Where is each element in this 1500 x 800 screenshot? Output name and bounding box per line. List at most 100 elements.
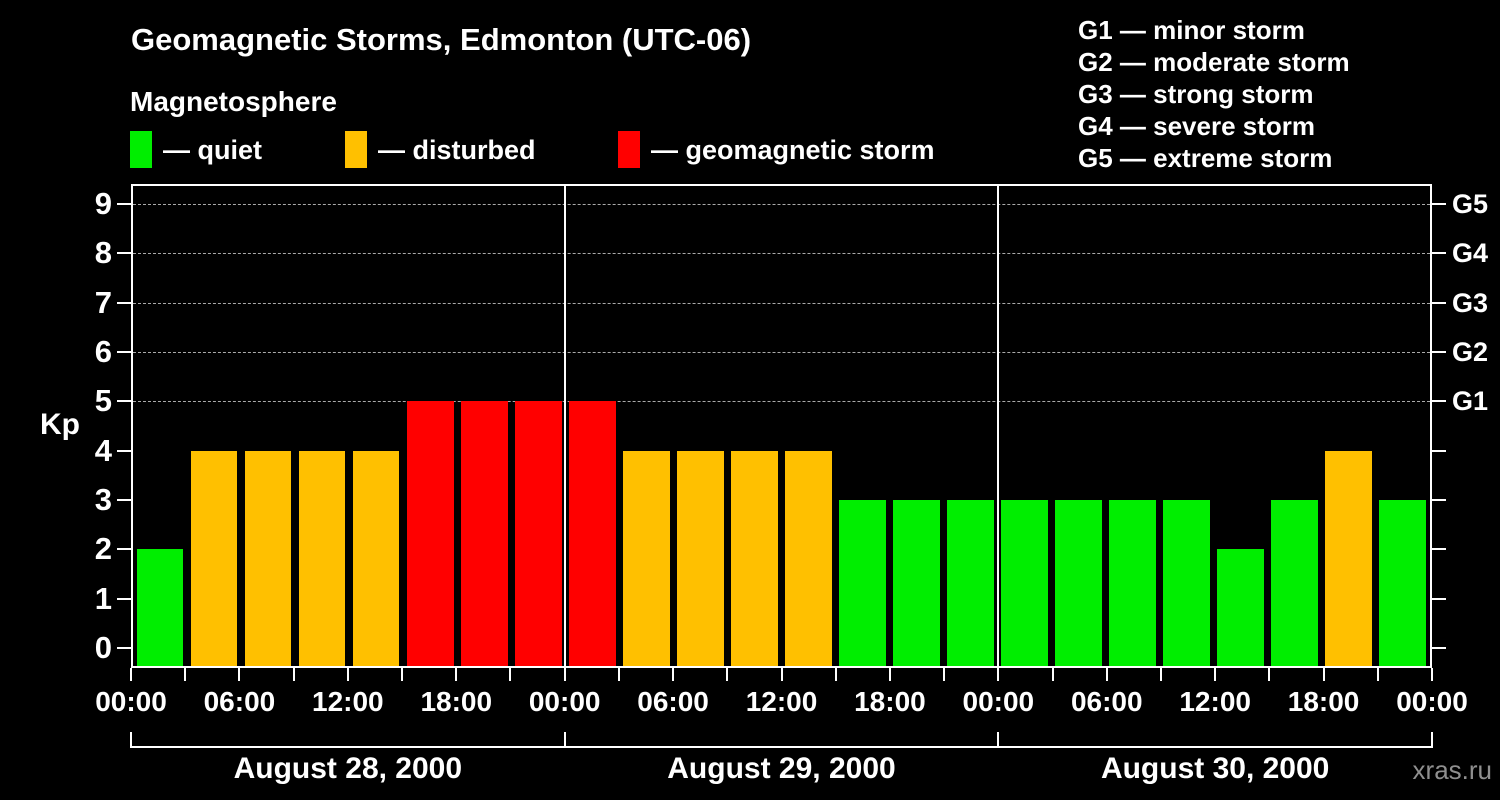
x-axis-tick: [617, 668, 620, 681]
x-axis-tick: [1051, 668, 1054, 681]
right-axis-tick: [1432, 350, 1446, 353]
y-axis-label: 0: [94, 630, 112, 666]
x-axis-tick: [888, 668, 891, 681]
x-axis-tick: [726, 668, 729, 681]
x-axis-label: 18:00: [1287, 686, 1360, 717]
x-axis-tick: [780, 668, 783, 681]
date-bracket-tick: [130, 732, 132, 748]
right-axis-tick: [1432, 400, 1446, 403]
kp-bar: [676, 450, 724, 666]
x-axis-label: 06:00: [1070, 686, 1143, 717]
y-axis-tick: [117, 202, 131, 205]
x-axis-label: 18:00: [420, 686, 493, 717]
g-scale-legend-line: G1 — minor storm: [1078, 15, 1305, 45]
right-axis-tick: [1432, 499, 1446, 502]
kp-bar: [1109, 500, 1157, 666]
g-scale-legend: G1 — minor storm G2 — moderate storm G3 …: [1078, 14, 1350, 174]
y-axis-label: 5: [94, 383, 112, 419]
kp-bar: [785, 450, 832, 666]
legend-label-storm: — geomagnetic storm: [651, 135, 935, 165]
x-axis-label: 12:00: [312, 686, 384, 717]
kp-bar: [190, 450, 238, 666]
kp-bar: [1055, 500, 1103, 666]
kp-bar: [352, 450, 400, 666]
right-axis-tick: [1432, 548, 1446, 551]
legend-swatch-disturbed: [345, 131, 367, 168]
gridline-kp8: [133, 253, 1430, 255]
x-axis-tick: [1431, 668, 1433, 681]
y-axis-tick: [117, 400, 131, 403]
y-axis-tick: [117, 499, 131, 502]
date-bracket: [998, 746, 1432, 748]
x-axis-tick: [997, 668, 1000, 681]
gridline-kp7: [133, 302, 1430, 304]
y-axis-label: 1: [94, 580, 112, 616]
x-axis-label: 12:00: [1179, 686, 1251, 717]
kp-bar: [136, 549, 184, 666]
g-scale-legend-line: G2 — moderate storm: [1078, 47, 1350, 77]
x-axis-tick: [1214, 668, 1217, 681]
x-axis-tick: [563, 668, 566, 681]
date-label: August 29, 2000: [667, 752, 896, 785]
x-axis-label: 00:00: [95, 686, 167, 717]
legend-label-disturbed: — disturbed: [378, 135, 536, 165]
right-axis-tick: [1432, 647, 1446, 650]
kp-bar: [1001, 500, 1048, 666]
watermark: xras.ru: [1412, 755, 1492, 785]
kp-bar-chart: [131, 184, 1432, 668]
right-axis-tick: [1432, 449, 1446, 452]
x-axis-tick: [1105, 668, 1108, 681]
x-axis-label: 06:00: [637, 686, 709, 717]
gridline-kp6: [133, 351, 1430, 353]
right-axis-tick: [1432, 202, 1446, 205]
date-bracket-tick: [563, 732, 566, 748]
kp-bar: [1163, 500, 1211, 666]
g-axis-label-g3: G3: [1452, 287, 1489, 318]
y-axis-tick: [117, 350, 131, 353]
legend-swatch-storm: [618, 131, 640, 168]
g-axis-label-g4: G4: [1452, 238, 1489, 269]
x-axis-tick: [130, 668, 132, 681]
kp-bar: [1325, 450, 1373, 666]
date-bracket: [131, 746, 565, 748]
kp-bar: [839, 500, 886, 666]
g-axis-label-g5: G5: [1452, 188, 1489, 219]
day-divider: [996, 186, 999, 666]
x-axis-tick: [292, 668, 295, 681]
kp-bar: [1217, 549, 1265, 666]
x-axis-tick: [1268, 668, 1271, 681]
gridline-kp9: [133, 203, 1430, 205]
x-axis-tick: [346, 668, 349, 681]
y-axis-label: 7: [94, 284, 112, 320]
x-axis-tick: [184, 668, 187, 681]
right-axis-tick: [1432, 301, 1446, 304]
g-axis-label-g2: G2: [1452, 336, 1489, 367]
x-axis-tick: [1159, 668, 1162, 681]
x-axis-tick: [1376, 668, 1379, 681]
kp-bar: [460, 401, 508, 666]
date-label: August 28, 2000: [233, 752, 463, 785]
x-axis-tick: [455, 668, 458, 681]
kp-bar: [893, 500, 940, 666]
x-axis-label: 18:00: [854, 686, 926, 717]
kp-bar: [298, 450, 346, 666]
y-axis-tick: [117, 548, 131, 551]
y-axis-title: Kp: [40, 408, 80, 441]
legend-label-quiet: — quiet: [163, 135, 262, 165]
x-axis-tick: [672, 668, 675, 681]
page-title: Geomagnetic Storms, Edmonton (UTC-06): [131, 22, 752, 57]
g-scale-legend-line: G5 — extreme storm: [1078, 143, 1333, 173]
y-axis-tick: [117, 252, 131, 255]
magnetosphere-label: Magnetosphere: [130, 86, 337, 117]
x-axis-tick: [943, 668, 946, 681]
x-axis-tick: [401, 668, 404, 681]
x-axis-label: 06:00: [203, 686, 276, 717]
kp-bar: [568, 401, 616, 666]
y-axis-tick: [117, 449, 131, 452]
x-axis-tick: [1322, 668, 1325, 681]
y-axis-label: 3: [94, 482, 112, 518]
date-bracket-tick: [1431, 732, 1433, 748]
y-axis-label: 8: [94, 235, 112, 271]
date-bracket-tick: [997, 732, 1000, 748]
plot-area: [133, 186, 1430, 666]
